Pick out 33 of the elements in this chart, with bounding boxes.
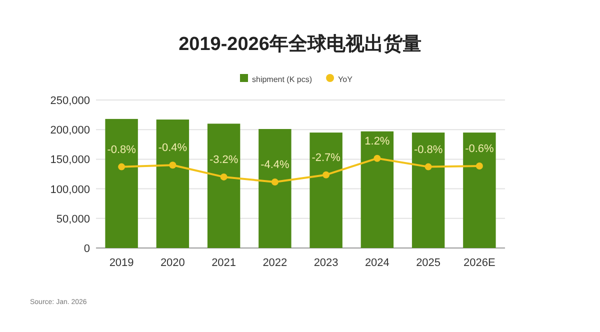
y-tick-label: 100,000 [50, 184, 90, 196]
x-tick-label: 2024 [364, 257, 390, 269]
x-tick-label: 2019 [109, 257, 134, 269]
y-tick-label: 250,000 [50, 95, 90, 107]
legend-label: YoY [338, 75, 354, 84]
data-label: 1.2% [364, 135, 390, 148]
legend-label: shipment (K pcs) [252, 75, 312, 84]
y-tick-label: 50,000 [56, 213, 90, 226]
data-label: -0.8% [107, 144, 136, 156]
chart-title: 2019-2026年全球电视出货量 [178, 33, 422, 55]
point [271, 178, 278, 186]
x-tick-label: 2023 [314, 257, 338, 269]
point [220, 173, 228, 180]
point [476, 162, 483, 170]
x-tick-label: 2025 [416, 257, 441, 269]
x-tick-label: 2026E [464, 257, 496, 269]
y-tick-label: 0 [84, 243, 90, 255]
x-tick-label: 2020 [160, 257, 185, 269]
data-label: -0.6% [465, 142, 494, 155]
point [424, 163, 432, 170]
data-label: -0.8% [414, 144, 443, 156]
x-tick-label: 2021 [212, 257, 236, 269]
point [118, 163, 126, 170]
data-label: -4.4% [260, 159, 290, 172]
point [374, 154, 381, 162]
y-tick-label: 200,000 [50, 124, 90, 137]
data-label: -0.4% [158, 142, 188, 154]
data-label: -3.2% [209, 154, 238, 166]
point [169, 162, 176, 169]
data-label: -2.7% [312, 152, 341, 164]
x-tick-label: 2022 [262, 257, 288, 269]
point [322, 171, 330, 178]
y-tick-label: 150,000 [50, 154, 90, 166]
